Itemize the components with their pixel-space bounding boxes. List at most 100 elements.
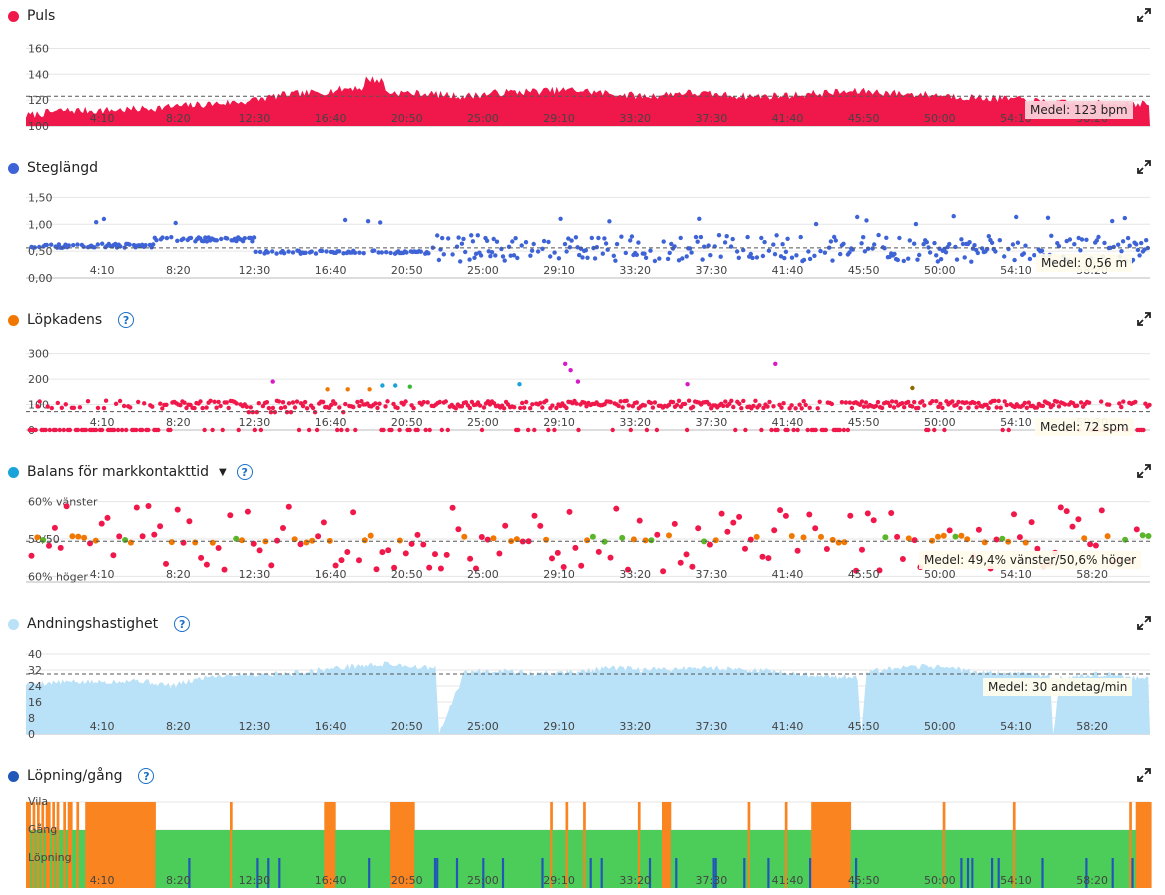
cadence-point: [520, 400, 525, 406]
walk-segment: [980, 830, 983, 888]
balance-point: [1069, 523, 1076, 530]
walk-segment: [949, 830, 952, 888]
balance-point: [1028, 519, 1035, 526]
balance-point: [443, 551, 450, 558]
x-tick-label: 16:40: [315, 264, 347, 277]
help-icon[interactable]: ?: [138, 768, 155, 784]
walk-segment: [385, 830, 389, 888]
balance-point: [315, 533, 322, 540]
walk-segment: [896, 830, 900, 888]
run-segment: [1041, 858, 1045, 888]
balance-point: [572, 544, 579, 551]
walk-segment: [43, 830, 47, 888]
cadence-point: [690, 404, 696, 410]
walk-segment: [1133, 830, 1137, 888]
cadence-points: [27, 361, 1152, 433]
balance-point: [1087, 541, 1094, 548]
stride-point: [352, 250, 358, 255]
cadence-point: [403, 399, 408, 404]
cadence-point: [849, 405, 855, 411]
expand-icon[interactable]: [1137, 160, 1151, 174]
balance-point: [127, 539, 134, 546]
expand-icon[interactable]: [1137, 312, 1151, 326]
expand-icon[interactable]: [1137, 768, 1151, 782]
cadence-point: [117, 398, 123, 404]
help-icon[interactable]: ?: [236, 464, 253, 480]
walk-segment: [859, 830, 863, 888]
x-tick-label: 16:40: [315, 112, 347, 125]
walk-segment: [357, 830, 360, 888]
respiration-legend-dot: [8, 618, 19, 630]
rest-segment: [111, 802, 115, 888]
walk-segment: [1065, 830, 1069, 888]
rest-segment: [1140, 802, 1143, 888]
expand-icon[interactable]: [1137, 464, 1151, 478]
dropdown-caret-icon[interactable]: ▼: [219, 466, 227, 478]
walk-segment: [782, 830, 786, 888]
walk-segment: [1056, 830, 1060, 888]
expand-icon[interactable]: [1137, 616, 1151, 630]
balance-point: [1081, 535, 1088, 542]
x-tick-label: 29:10: [543, 874, 575, 887]
walk-segment: [322, 830, 325, 888]
cadence-point: [357, 403, 362, 409]
balance-point: [478, 534, 485, 540]
stride-point: [1072, 242, 1077, 247]
balance-point: [531, 512, 538, 519]
walk-segment: [1091, 830, 1095, 888]
cadence-point: [984, 402, 989, 408]
y-tick-label: 120: [28, 94, 49, 107]
balance-point: [1104, 533, 1111, 540]
cadence-point: [111, 427, 117, 433]
walk-segment: [1122, 830, 1126, 888]
stride-point: [361, 251, 366, 256]
cadence-point: [479, 427, 485, 433]
cadence-point: [178, 403, 183, 408]
rest-segment: [98, 802, 102, 888]
cadence-point: [857, 402, 863, 407]
balance-point: [683, 551, 690, 558]
cadence-point: [938, 401, 943, 406]
cadence-point: [302, 399, 308, 405]
walk-segment: [300, 830, 303, 888]
cadence-point: [797, 402, 802, 407]
cadence-point: [992, 398, 997, 403]
cadence-point: [443, 399, 448, 404]
stride-point: [1144, 238, 1149, 243]
stride-point: [66, 243, 72, 248]
balance-point: [391, 564, 398, 571]
rest-segment: [396, 802, 400, 888]
stride-point: [967, 240, 972, 245]
rest-segment: [324, 802, 327, 888]
expand-icon[interactable]: [1137, 8, 1151, 22]
x-tick-label: 4:10: [90, 874, 115, 887]
cadence-point: [373, 401, 378, 406]
cadence-point: [634, 400, 639, 405]
walk-segment: [975, 830, 979, 888]
x-tick-label: 20:50: [391, 568, 423, 581]
cadence-point: [576, 427, 581, 433]
stride-point: [901, 258, 906, 264]
cadence-point: [99, 427, 105, 433]
walk-segment: [475, 830, 479, 888]
rest-segment: [133, 802, 137, 888]
stride-point: [960, 241, 966, 247]
stride-point: [623, 250, 628, 256]
run-walk-panel: Löpning/gång ? Vila Gång Löpning 4:10 8:20 12…: [0, 760, 1165, 895]
walk-segment: [885, 830, 889, 888]
balance-point: [163, 560, 169, 567]
help-icon[interactable]: ?: [174, 616, 191, 632]
x-tick-label: 54:10: [1000, 874, 1032, 887]
cadence-point: [337, 405, 342, 410]
stride-point: [913, 221, 919, 227]
cadence-point: [286, 401, 292, 406]
cadence-point: [256, 401, 261, 406]
balance-point: [139, 533, 146, 540]
cadence-point: [564, 405, 569, 411]
balance-point: [244, 508, 251, 515]
cadence-point: [1006, 427, 1011, 433]
walk-segment: [414, 830, 417, 888]
walk-segment: [212, 830, 216, 888]
help-icon[interactable]: ?: [118, 312, 135, 328]
stride-point: [684, 254, 689, 259]
